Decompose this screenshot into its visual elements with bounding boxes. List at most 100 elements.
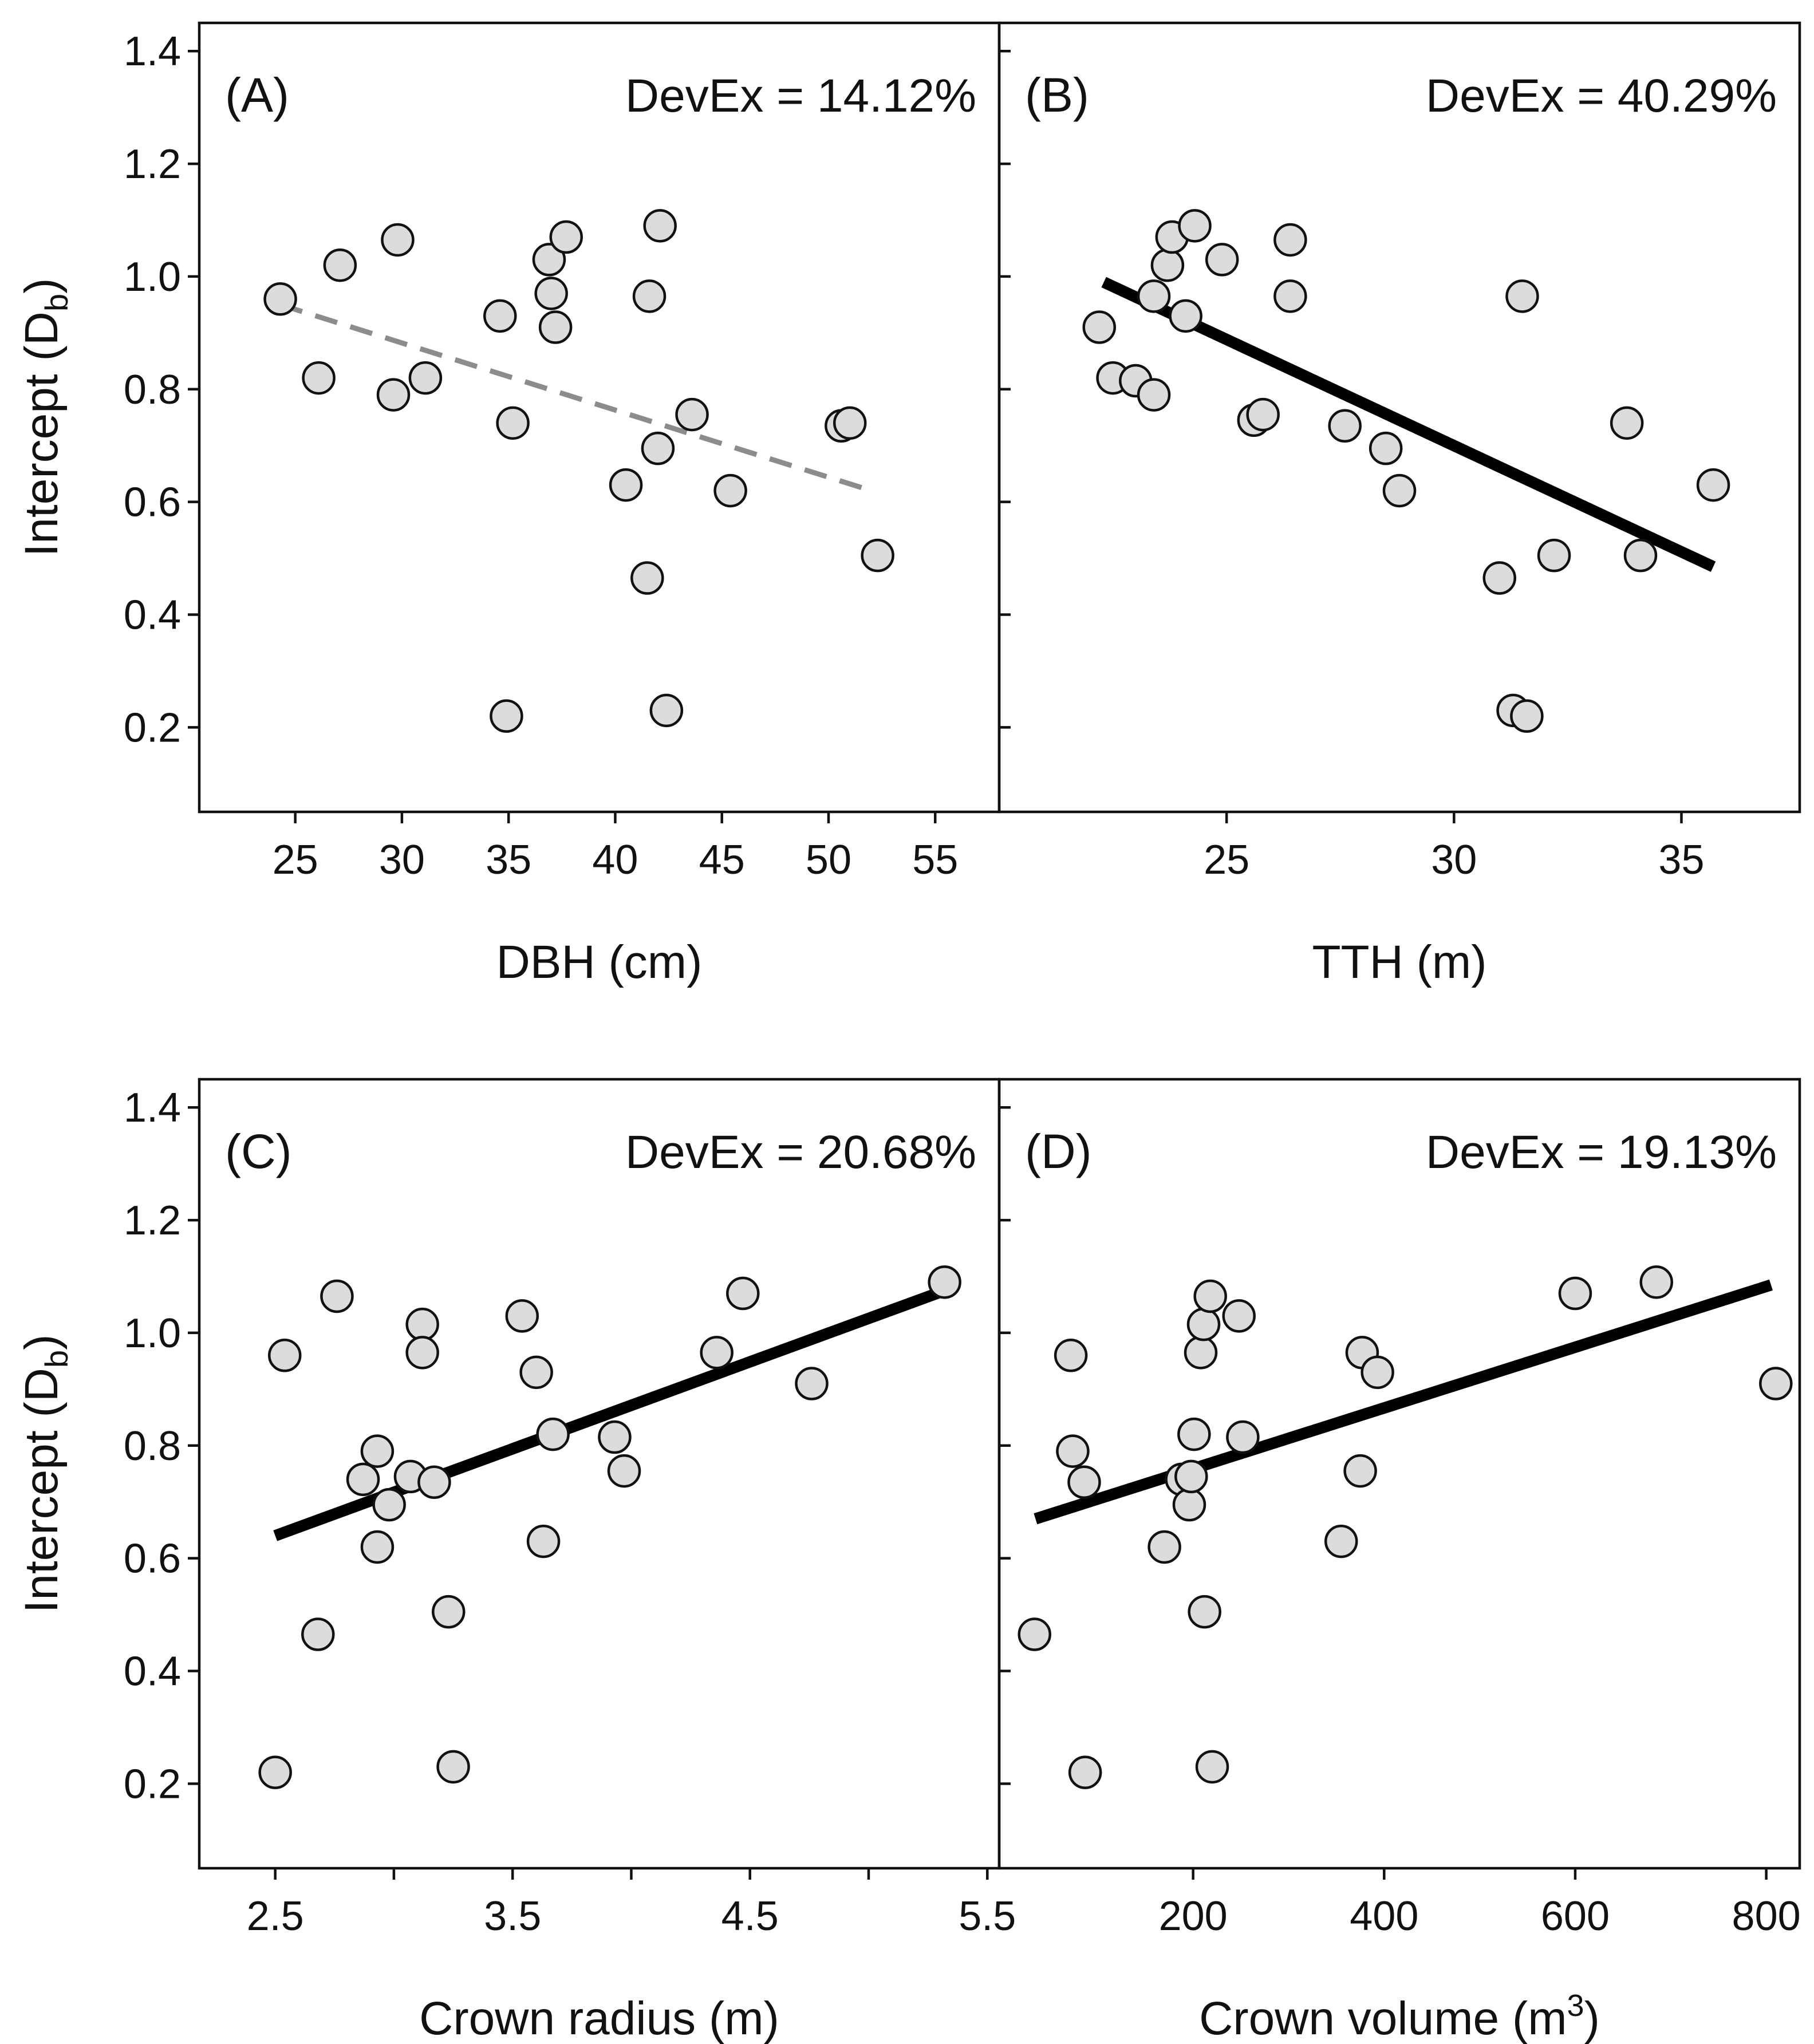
data-point [1328,409,1362,443]
x-tick-label: 45 [699,837,745,883]
x-tick-label: 600 [1541,1893,1610,1939]
data-point [483,299,517,333]
data-point [301,1617,335,1651]
data-point [1324,1524,1358,1558]
y-tick-label: 0.4 [124,1649,181,1695]
y-tick-label: 0.6 [124,480,181,526]
data-point [258,1755,292,1789]
x-tick-label: 35 [1658,837,1704,883]
data-point [1147,1530,1181,1564]
data-point [1505,279,1539,313]
data-point [496,406,530,440]
y-axis-title-subscript: b [38,294,74,311]
data-point [928,1265,961,1299]
fit-line [1101,277,1716,572]
y-tick-label: 0.2 [124,1761,181,1807]
data-point [376,378,411,412]
data-point [405,1307,439,1341]
data-point [1273,223,1307,257]
data-point [713,473,747,508]
y-axis-title-text: Intercept (D [15,311,68,557]
data-point [1178,209,1212,243]
x-tick-label: 40 [592,837,638,883]
y-axis-title-end: ) [15,1335,68,1350]
data-point [360,1530,395,1564]
x-tick-label: 30 [1431,837,1477,883]
data-point [1056,1434,1090,1468]
data-point [1696,468,1730,502]
data-point [1177,1417,1211,1451]
data-point [320,1279,354,1313]
fit-line [1034,1279,1773,1525]
data-point [1188,1595,1221,1629]
data-point [1137,279,1171,313]
panel-label: (A) [225,68,289,122]
data-point [372,1487,406,1522]
fit-line [279,302,872,494]
data-point [1193,1279,1227,1313]
y-tick-label: 1.0 [124,1311,181,1356]
data-point [1186,1307,1221,1341]
x-axis-title: TTH (m) [1312,936,1486,988]
data-point [1369,431,1403,465]
data-point [534,277,568,310]
data-point [1343,1454,1377,1488]
data-point [1510,699,1544,733]
data-point [833,406,867,440]
data-point [1222,1299,1256,1333]
x-tick-label: 800 [1732,1893,1801,1939]
data-point [1558,1276,1592,1311]
data-point [505,1299,539,1333]
data-point [1082,310,1116,344]
data-point [263,282,297,316]
data-point [1226,1420,1260,1454]
panel-label: (D) [1025,1124,1092,1178]
y-tick-label: 0.8 [124,367,181,413]
y-tick-label: 1.4 [124,29,181,74]
x-tick-label: 55 [912,837,958,883]
data-point [436,1750,470,1784]
data-point [795,1367,829,1400]
panel-b: 25 30 35 TTH (m) (B) DevEx = 40.29% [997,21,1801,988]
data-point [1623,538,1658,573]
data-point [360,1434,395,1468]
data-point [649,693,684,728]
data-point [1137,378,1171,412]
data-point [1018,1617,1051,1651]
x-tick-label: 30 [379,837,425,883]
data-point [1382,473,1417,508]
data-point [1759,1367,1793,1400]
plot-frame [997,1078,1801,1870]
data-point [607,1454,641,1488]
data-point [417,1465,451,1500]
data-point [630,561,664,595]
data-point [609,468,643,502]
data-point [346,1462,380,1497]
data-point [526,1524,561,1558]
panel-c: 0.2 0.4 0.6 0.8 1.0 1.2 1.4 2.5 3.5 4.5 5.5 Crown r… [15,1078,1016,2044]
data-point [1360,1355,1394,1390]
data-point [861,538,894,573]
x-tick-label: 25 [273,837,318,883]
data-point [1169,299,1202,333]
x-tick-label: 4.5 [721,1893,779,1939]
x-tick-label: 50 [806,837,851,883]
y-tick-label: 0.2 [124,705,181,751]
data-point [432,1595,466,1629]
data-point [1205,243,1239,277]
devex-annotation: DevEx = 20.68% [625,1126,976,1178]
data-point [1639,1265,1674,1299]
x-axis-title-text: Crown radius (m) [419,1992,779,2044]
y-axis-title-subscript: b [38,1350,74,1368]
y-tick-label: 1.4 [124,1085,181,1131]
data-point [726,1276,760,1311]
data-point [643,209,677,243]
x-axis-title: DBH (cm) [496,936,703,988]
x-axis-title: Crown volume (m3) [1199,1988,1600,2044]
y-tick-label: 0.8 [124,1423,181,1469]
y-tick-label: 1.0 [124,254,181,300]
plot-frame [997,21,1801,814]
data-point [632,279,667,313]
panel-label: (C) [225,1124,292,1178]
data-point [405,1336,439,1370]
